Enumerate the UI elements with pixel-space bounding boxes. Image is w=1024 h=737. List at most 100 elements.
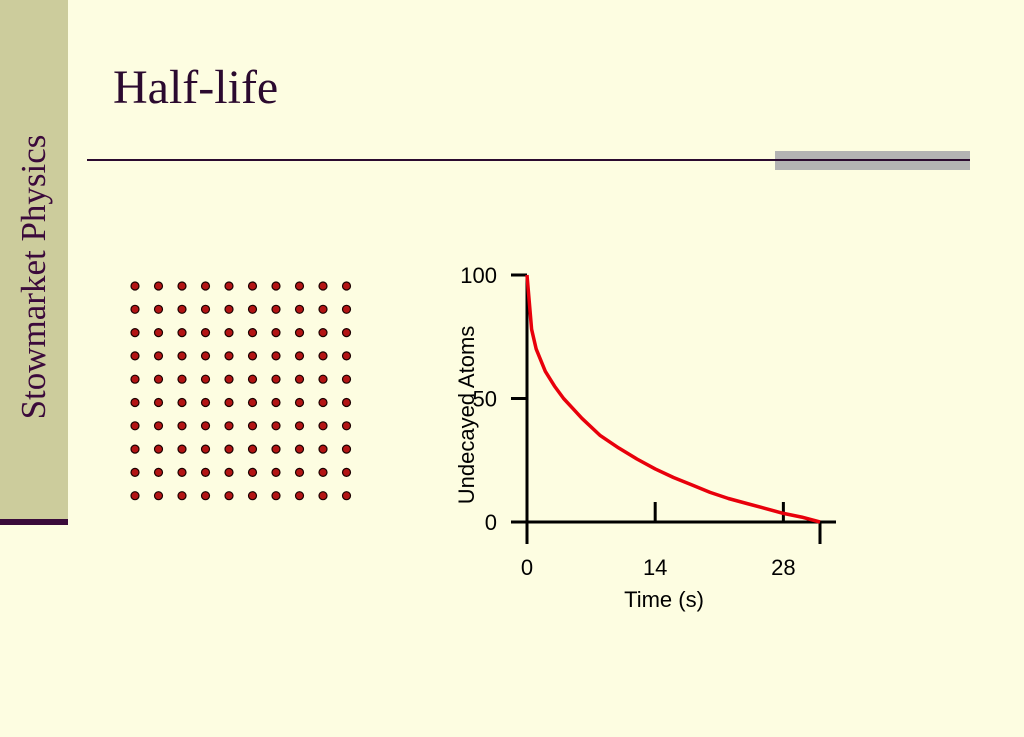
atom-dot — [224, 397, 234, 408]
atom-dot — [247, 397, 258, 408]
atom-dot — [130, 421, 140, 431]
atom-dot — [177, 397, 187, 408]
atom-dot — [224, 444, 234, 454]
atom-dot — [130, 351, 140, 361]
atom-dot — [271, 397, 281, 408]
atom-dot — [177, 304, 187, 314]
atom-dot — [224, 304, 234, 314]
atom-dot — [177, 281, 187, 291]
atom-dot — [130, 281, 140, 291]
atom-dot — [271, 304, 281, 314]
atom-dot — [153, 374, 164, 384]
atom-dot — [318, 491, 328, 501]
atom-dot — [153, 351, 164, 361]
atom-dot — [318, 397, 328, 408]
atom-dot — [200, 491, 211, 501]
atom-dot — [271, 281, 281, 291]
atom-dot — [224, 421, 234, 431]
atom-dot — [130, 374, 140, 384]
atom-dot — [318, 304, 328, 314]
atom-dot — [224, 327, 234, 338]
atom-dot — [247, 444, 258, 454]
x-tick-label: 28 — [771, 555, 795, 580]
atom-dot — [341, 491, 352, 501]
atom-dot — [224, 491, 234, 501]
atom-dot — [318, 374, 328, 384]
atom-dot — [200, 397, 211, 408]
atom-dot — [294, 304, 305, 314]
decay-curve — [525, 274, 821, 524]
atom-dot — [200, 281, 211, 291]
atom-dot — [247, 374, 258, 384]
atom-dot — [200, 327, 211, 338]
atom-dot — [177, 374, 187, 384]
atom-dot — [294, 421, 305, 431]
atom-dot — [294, 281, 305, 291]
atom-dot — [247, 491, 258, 501]
atom-dot — [247, 467, 258, 477]
atom-dot — [318, 467, 328, 477]
atom-dot — [224, 374, 234, 384]
atom-dot — [341, 327, 352, 338]
atom-dot — [271, 327, 281, 338]
atom-dot — [200, 421, 211, 431]
atom-dot — [247, 327, 258, 338]
atom-dot — [177, 467, 187, 477]
atom-dot — [153, 327, 164, 338]
atom-dot — [200, 444, 211, 454]
atom-dot — [130, 397, 140, 408]
atom-dot — [153, 281, 164, 291]
y-axis-label: Undecayed Atoms — [454, 326, 479, 505]
atom-dot — [271, 421, 281, 431]
atom-dot — [294, 397, 305, 408]
atom-dot — [177, 327, 187, 338]
atom-dot — [341, 281, 352, 291]
atom-dot — [200, 374, 211, 384]
atom-dot — [318, 421, 328, 431]
atom-dot — [341, 467, 352, 477]
atom-dot — [200, 467, 211, 477]
atom-dot — [271, 351, 281, 361]
atom-dot — [130, 327, 140, 338]
atom-dot — [153, 421, 164, 431]
atom-dot — [294, 327, 305, 338]
decay-chart: Undecayed Atoms Time (s) 0 50 100 0 14 28 — [454, 263, 836, 612]
atom-dot — [341, 304, 352, 314]
atom-dot — [224, 467, 234, 477]
atom-dot — [294, 351, 305, 361]
atom-dot — [224, 281, 234, 291]
atom-dot — [247, 421, 258, 431]
title-rule — [87, 159, 969, 161]
atom-dot — [318, 281, 328, 291]
atom-dot — [247, 281, 258, 291]
atom-grid — [130, 281, 352, 501]
atom-dot — [294, 491, 305, 501]
atom-dot — [271, 467, 281, 477]
atom-dot — [177, 421, 187, 431]
atom-dot — [153, 304, 164, 314]
atom-dot — [177, 444, 187, 454]
atom-dot — [130, 444, 140, 454]
atom-dot — [177, 491, 187, 501]
y-tick-label: 50 — [473, 387, 497, 412]
y-tick-label: 100 — [460, 263, 497, 288]
sidebar-panel — [0, 0, 68, 522]
atom-dot — [153, 444, 164, 454]
atom-dot — [294, 444, 305, 454]
atom-dot — [130, 304, 140, 314]
x-tick-label: 0 — [521, 555, 533, 580]
atom-dot — [341, 421, 352, 431]
atom-dot — [200, 351, 211, 361]
title-rule-accent-line — [775, 159, 970, 161]
atom-dot — [153, 467, 164, 477]
atom-dot — [271, 374, 281, 384]
atom-dot — [318, 444, 328, 454]
atom-dot — [271, 444, 281, 454]
sidebar-accent-bar — [0, 519, 68, 525]
atom-dot — [247, 351, 258, 361]
x-tick-label: 14 — [643, 555, 667, 580]
atom-dot — [341, 444, 352, 454]
atom-dot — [224, 351, 234, 361]
atom-dot — [153, 491, 164, 501]
atom-dot — [341, 374, 352, 384]
